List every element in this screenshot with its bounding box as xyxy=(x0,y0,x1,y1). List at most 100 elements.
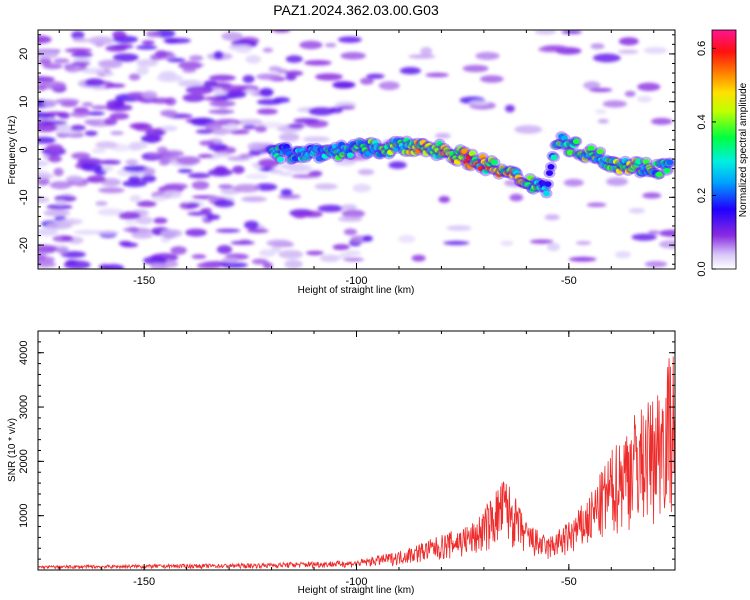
spectrogram-noise-cell xyxy=(614,251,632,259)
spectrogram-x-tick-label: -150 xyxy=(133,275,155,287)
spectrogram-ridge-cell xyxy=(550,154,558,161)
spectrogram-noise-cell xyxy=(128,73,141,81)
spectrogram-noise-cell xyxy=(158,158,170,166)
spectrogram-noise-cell xyxy=(91,147,106,154)
spectrogram-ridge-cell xyxy=(282,143,290,150)
spectrogram-noise-cell xyxy=(199,140,215,146)
spectrogram-noise-cell xyxy=(38,49,59,59)
spectrogram-noise-cell xyxy=(212,101,233,108)
spectrogram-noise-cell xyxy=(438,196,450,203)
spectrogram-noise-cell xyxy=(109,112,130,120)
spectrogram-ridge-cell xyxy=(415,147,423,154)
snr-y-ticks: 1000 2000 3000 4000 xyxy=(18,330,675,571)
spectrogram-noise-cell xyxy=(160,229,183,238)
spectrogram-noise-cell xyxy=(150,97,172,104)
figure-title: PAZ1.2024.362.03.00.G03 xyxy=(273,2,439,18)
spectrogram-ridge-cell xyxy=(425,142,433,149)
spectrogram-noise-cell xyxy=(235,46,252,54)
spectrogram-noise-cell xyxy=(143,256,168,265)
spectrogram-noise-cell xyxy=(84,78,105,87)
spectrogram-x-tick-label: -50 xyxy=(561,275,577,287)
spectrogram-noise-cell xyxy=(332,244,350,251)
spectrogram-noise-cell xyxy=(213,50,224,60)
spectrogram-ridge-cell xyxy=(547,164,555,170)
spectrogram-noise-cell xyxy=(242,124,257,130)
spectrogram-noise-cell xyxy=(561,30,582,35)
spectrogram-noise-cell xyxy=(602,100,627,108)
spectrogram-noise-cell xyxy=(60,101,78,108)
spectrogram-noise-cell xyxy=(112,30,127,40)
spectrogram-noise-cell xyxy=(236,119,264,126)
spectrogram-noise-cell xyxy=(135,45,158,50)
spectrogram-noise-cell xyxy=(362,235,373,242)
colorbar-tick-label: 0.2 xyxy=(696,188,708,203)
spectrogram-noise-cell xyxy=(617,49,639,54)
spectrogram-noise-cell xyxy=(136,66,149,76)
spectrogram-noise-cell xyxy=(38,244,59,253)
spectrogram-ridge-cell xyxy=(449,150,457,157)
spectrogram-noise-cell xyxy=(213,165,228,175)
spectrogram-noise-cell xyxy=(110,131,124,136)
spectrogram-noise-cell xyxy=(302,136,331,143)
spectrogram-noise-cell xyxy=(38,177,50,186)
spectrogram-noise-cell xyxy=(280,188,293,196)
spectrogram-noise-cell xyxy=(340,51,366,60)
spectrogram-noise-cell xyxy=(185,228,207,237)
spectrogram-noise-cell xyxy=(514,125,543,134)
spectrogram-noise-cell xyxy=(43,111,67,116)
spectrogram-noise-cell xyxy=(319,254,340,263)
spectrogram-y-tick-label: 20 xyxy=(18,48,30,60)
spectrogram-noise-cell xyxy=(278,249,304,259)
spectrogram-noise-cell xyxy=(245,55,262,64)
spectrogram-noise-cell xyxy=(254,183,278,191)
spectrogram-ridge-cell xyxy=(276,156,284,163)
spectrogram-noise-cell xyxy=(38,57,52,65)
spectrogram-noise-cell xyxy=(352,183,372,193)
spectrogram-noise-cell xyxy=(53,167,64,177)
spectrogram-noise-cell xyxy=(256,99,282,106)
spectrogram-noise-cell xyxy=(215,228,241,233)
spectrogram-noise-cell xyxy=(469,100,490,106)
spectrogram-noise-cell xyxy=(151,195,167,202)
spectrogram-noise-cell xyxy=(38,253,47,262)
spectrogram-noise-cell xyxy=(259,249,276,258)
spectrogram-noise-cell xyxy=(637,82,661,92)
spectrogram-ridge-cell xyxy=(635,158,643,165)
snr-y-tick-label: 4000 xyxy=(18,340,30,364)
spectrogram-noise-cell xyxy=(38,160,49,167)
spectrogram-x-ticks: -150 -100 -50 xyxy=(58,30,655,287)
spectrogram-noise-cell xyxy=(141,90,158,100)
spectrogram-noise-cell xyxy=(54,200,67,206)
spectrogram-ridge-cell xyxy=(331,143,339,150)
spectrogram-noise-cell xyxy=(170,246,187,255)
spectrogram-noise-cell xyxy=(135,59,159,67)
spectrogram-noise-cell xyxy=(288,123,305,129)
snr-x-axis-label: Height of straight line (km) xyxy=(298,585,415,596)
spectrogram-noise-cell xyxy=(163,183,188,190)
spectrogram-noise-cell xyxy=(257,158,280,168)
spectrogram-noise-cell xyxy=(53,58,70,64)
spectrogram-noise-cell xyxy=(46,204,73,210)
spectrogram-noise-cell xyxy=(247,142,266,151)
spectrogram-noise-cell xyxy=(254,125,268,133)
spectrogram-noise-cell xyxy=(285,55,303,63)
spectrogram-noise-cell xyxy=(178,61,203,70)
spectrogram-noise-cell xyxy=(378,81,400,91)
spectrogram-noise-cell xyxy=(124,220,138,226)
spectrogram-ridge-cell xyxy=(566,149,574,156)
spectrogram-ridge-cell xyxy=(436,140,444,147)
snr-x-tick-label: -100 xyxy=(345,576,367,588)
spectrogram-ridge-cell xyxy=(321,153,329,159)
spectrogram-noise-cell xyxy=(95,141,118,149)
spectrogram-noise-cell xyxy=(64,48,92,53)
spectrogram-noise-cell xyxy=(118,240,132,246)
snr-x-ticks: -150 -100 -50 xyxy=(58,331,655,588)
spectrogram-noise-cell xyxy=(332,81,355,89)
spectrogram-noise-cell xyxy=(46,143,64,151)
spectrogram-noise-cell xyxy=(150,263,168,269)
spectrogram-ridge-cell xyxy=(666,159,674,166)
spectrogram-ridge-cell xyxy=(572,138,580,145)
snr-y-tick-label: 3000 xyxy=(18,395,30,419)
spectrogram-noise-cell xyxy=(504,104,515,113)
